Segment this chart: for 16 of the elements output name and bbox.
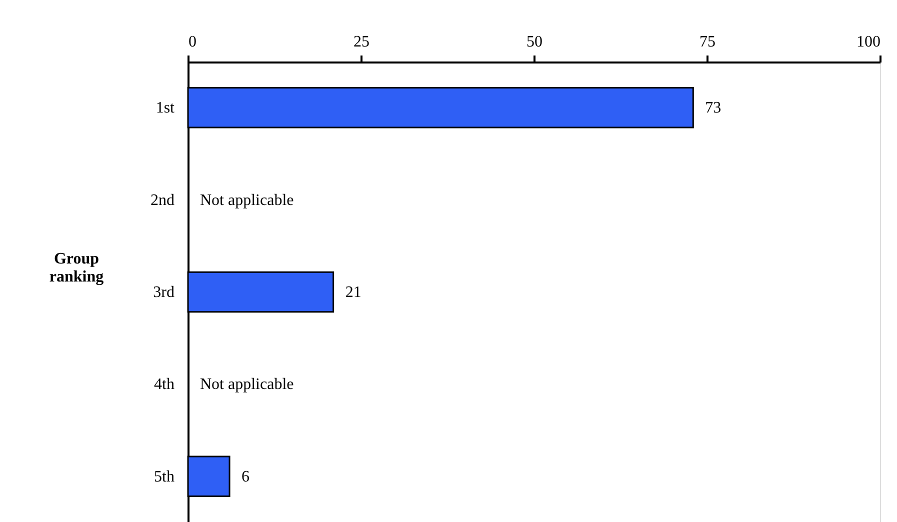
y-tick-label: 4th — [154, 376, 174, 394]
y-tick-label: 1st — [156, 100, 176, 117]
x-tick-label: 100 — [856, 34, 880, 50]
y-axis-title: Group ranking — [49, 250, 104, 286]
y-tick-label: 5th — [154, 468, 174, 486]
data-label: 73 — [705, 100, 722, 117]
x-tick-label: 0 — [188, 34, 196, 50]
x-tick-label: 75 — [700, 34, 716, 50]
x-tick-label: 50 — [526, 34, 542, 50]
data-label: 21 — [345, 284, 362, 301]
x-tick-label: 25 — [354, 34, 370, 50]
y-tick-label: 2nd — [150, 192, 174, 209]
y-tick-label: 3rd — [153, 284, 174, 301]
text: Not applicable — [200, 192, 294, 209]
data-label: 6 — [242, 468, 250, 486]
text: Not applicable — [200, 376, 294, 394]
